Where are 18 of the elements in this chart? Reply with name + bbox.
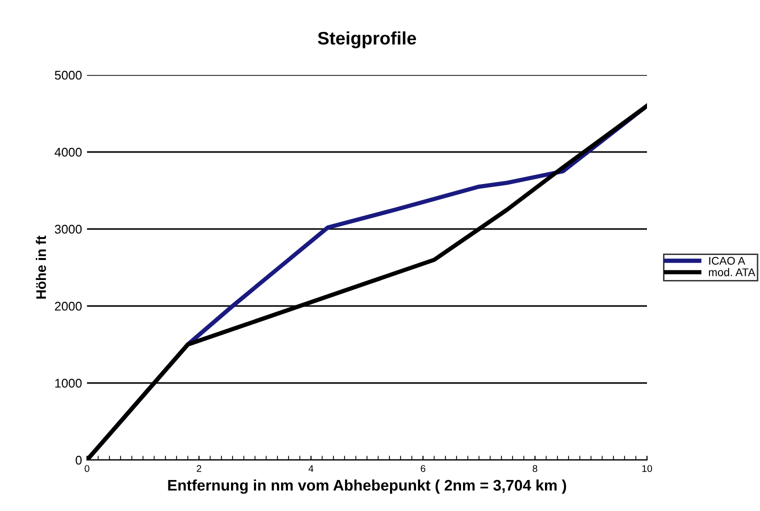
chart-title: Steigprofile <box>318 31 416 48</box>
y-tick-label: 5000 <box>54 70 82 80</box>
y-axis-title: Höhe in ft <box>36 236 46 299</box>
x-tick-label: 4 <box>308 465 314 472</box>
legend-label: mod. ATA <box>708 268 756 276</box>
x-tick-label: 0 <box>84 465 90 472</box>
y-tick-label: 1000 <box>55 378 82 388</box>
x-tick-label: 2 <box>196 465 202 472</box>
y-tick-label: 0 <box>76 456 82 465</box>
y-tick-label: 2000 <box>54 302 82 311</box>
x-tick-label: 10 <box>642 465 652 472</box>
x-tick-label: 6 <box>420 465 426 472</box>
y-tick-label: 4000 <box>54 148 82 157</box>
x-tick-label: 8 <box>532 465 538 472</box>
line-series <box>87 104 647 460</box>
x-axis-title: Entfernung in nm vom Abhebepunkt ( 2nm = 3,704 km ) <box>168 479 566 494</box>
y-tick-label: 3000 <box>54 224 82 234</box>
legend-label: ICAO A <box>709 256 746 265</box>
